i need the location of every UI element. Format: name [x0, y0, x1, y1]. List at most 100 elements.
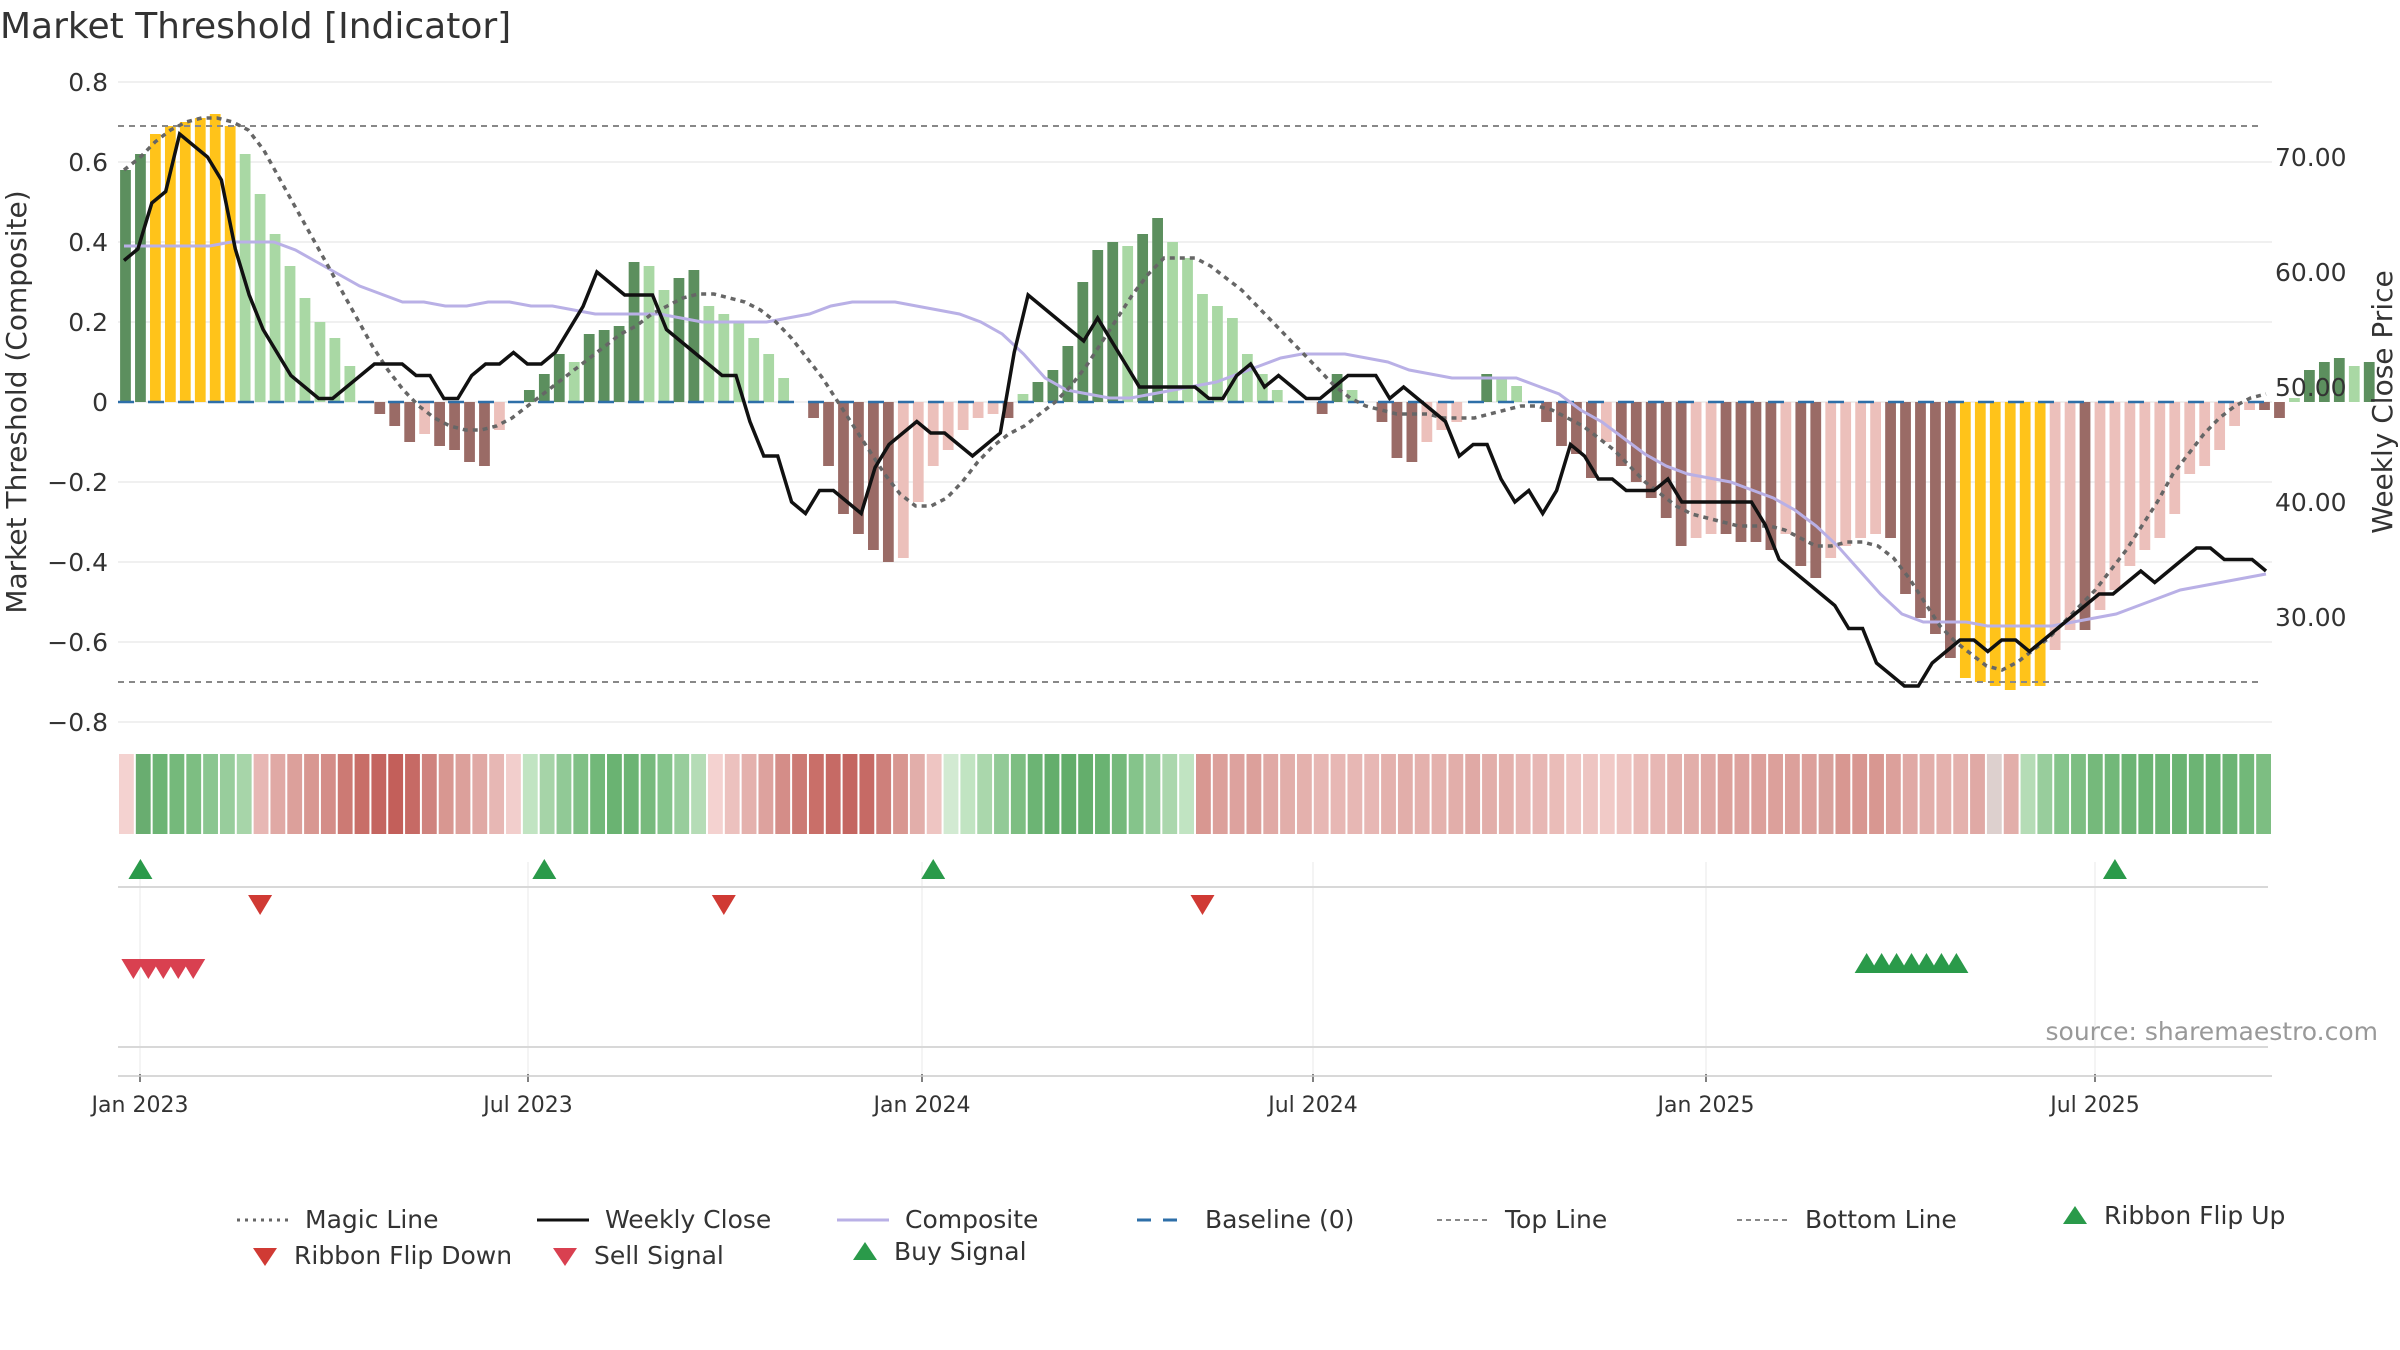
composite-bar — [2094, 402, 2106, 610]
ribbon-cell — [1364, 754, 1380, 834]
composite-bar — [135, 154, 146, 402]
ribbon-cell — [1616, 754, 1632, 834]
legend-item-bottom-line: Bottom Line — [1735, 1205, 1957, 1234]
triangle-down-icon — [253, 1247, 277, 1266]
composite-bar — [658, 290, 670, 402]
composite-bar — [1974, 402, 1986, 682]
ribbon-cell — [1246, 754, 1262, 834]
composite-bar — [538, 374, 550, 402]
ribbon-cell — [405, 754, 420, 834]
ribbon-cell — [1919, 754, 1935, 834]
ribbon-cell — [506, 754, 521, 834]
composite-bar — [389, 402, 401, 426]
composite-bar — [2049, 402, 2061, 650]
ribbon-cell — [489, 754, 505, 834]
composite-bar — [2304, 370, 2315, 402]
dotted-line-icon — [1737, 1218, 1789, 1221]
composite-bar — [1376, 402, 1388, 422]
signal-rows — [118, 859, 2268, 1048]
ribbon-cell — [438, 754, 454, 834]
ribbon-cell — [320, 754, 336, 834]
solid-line-icon — [537, 1218, 589, 1221]
ribbon-cell — [337, 754, 353, 834]
composite-bar — [120, 170, 131, 402]
ribbon-cell — [1902, 754, 1918, 834]
ribbon-cell — [808, 754, 824, 834]
ribbon-cell — [607, 754, 622, 834]
composite-bar — [1930, 402, 1941, 634]
triangle-up-icon — [853, 1241, 877, 1260]
y2-tick-label: 50.00 — [2275, 373, 2347, 402]
ribbon-cell — [1347, 754, 1363, 834]
ribbon-cell — [2256, 754, 2271, 834]
ribbon-cell — [1010, 754, 1026, 834]
composite-bar — [972, 402, 984, 418]
ribbon-cell — [1128, 754, 1144, 834]
ribbon-cell — [1414, 754, 1430, 834]
composite-bar — [568, 362, 580, 402]
ribbon-cell — [539, 754, 555, 834]
ribbon-cell — [1145, 754, 1161, 834]
composite-bar — [1780, 402, 1792, 534]
ribbon-cell — [1111, 754, 1127, 834]
composite-bar — [1705, 402, 1717, 534]
y-tick-label: 0.4 — [68, 228, 108, 257]
composite-bar — [897, 402, 909, 558]
ribbon-cell — [2121, 754, 2137, 834]
ribbon-cell — [623, 754, 639, 834]
composite-bar — [224, 126, 236, 402]
composite-bar — [1092, 250, 1104, 402]
composite-bar — [643, 266, 655, 402]
ribbon-cell — [1515, 754, 1531, 834]
composite-bar — [494, 402, 505, 430]
purple-line-icon — [837, 1218, 889, 1221]
ribbon-flip-up-marker — [532, 859, 557, 879]
composite-bar — [1959, 402, 1971, 678]
ribbon-cell — [1852, 754, 1868, 834]
composite-bar — [1989, 402, 2001, 686]
composite-bars — [120, 114, 2375, 690]
composite-bar — [479, 402, 490, 466]
ribbon-cell — [1313, 754, 1329, 834]
composite-bar — [733, 322, 745, 402]
composite-bar — [2363, 362, 2375, 402]
legend-label: Composite — [905, 1205, 1039, 1234]
weekly-close-line — [122, 130, 2268, 688]
ribbon-cell — [186, 754, 202, 834]
composite-bar — [778, 378, 790, 402]
composite-bar — [1586, 402, 1597, 478]
composite-bar — [1241, 354, 1253, 402]
composite-bar — [2348, 366, 2360, 402]
ribbon-cell — [354, 754, 370, 834]
legend-label: Top Line — [1505, 1205, 1608, 1234]
ribbon-cell — [825, 754, 841, 834]
composite-bar — [1750, 402, 1762, 542]
composite-bar — [1271, 390, 1283, 402]
ribbon-cell — [1498, 754, 1514, 834]
ribbon-cell — [1465, 754, 1481, 834]
composite-bar — [1256, 374, 1268, 402]
composite-bar — [164, 126, 176, 402]
composite-bar — [2034, 402, 2046, 686]
ribbon-cell — [1061, 754, 1077, 834]
composite-bar — [987, 402, 999, 414]
composite-bar — [628, 262, 640, 402]
composite-bar — [1735, 402, 1747, 542]
composite-bar — [1062, 346, 1074, 402]
ribbon-cell — [943, 754, 959, 834]
y2-tick-label: 60.00 — [2275, 258, 2347, 287]
ribbon-cell — [421, 754, 437, 834]
ribbon-cell — [472, 754, 488, 834]
ribbon-cell — [1263, 754, 1279, 834]
ribbon-cell — [1970, 754, 1985, 834]
ribbon-cell — [1751, 754, 1767, 834]
composite-bar — [2079, 402, 2091, 630]
composite-bar — [1765, 402, 1777, 550]
ribbon-cell — [590, 754, 606, 834]
ribbon-cell — [270, 754, 286, 834]
composite-bar — [2259, 402, 2270, 410]
ribbon-cell — [1667, 754, 1683, 834]
ribbon-cell — [1431, 754, 1447, 834]
composite-bar — [1645, 402, 1657, 498]
ribbon-cell — [2037, 754, 2053, 834]
